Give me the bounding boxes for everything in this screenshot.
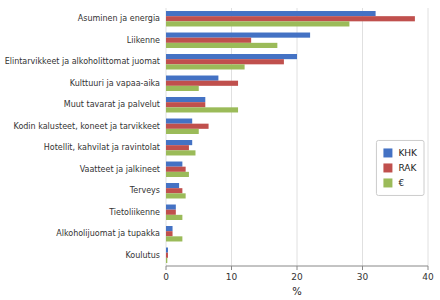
bar (166, 43, 277, 48)
category-label: Elintarvikkeet ja alkoholittomat juomat (5, 57, 160, 66)
tick-mark (428, 266, 429, 270)
category-label: Koulutus (126, 251, 160, 260)
bar (166, 253, 168, 258)
x-axis: 0 10 20 30 40 (163, 266, 434, 282)
bar (166, 76, 218, 81)
chart-container: Asuminen ja energia Liikenne Elintarvikkee… (0, 0, 440, 300)
category-label: Terveys (129, 186, 160, 195)
grid (166, 8, 428, 266)
tick-label: 0 (163, 272, 169, 282)
grid-line (297, 8, 298, 266)
chart: Asuminen ja energia Liikenne Elintarvikkee… (0, 0, 440, 300)
bar (166, 183, 179, 188)
bar (166, 162, 182, 167)
legend-swatch (383, 163, 392, 172)
bar (166, 188, 182, 193)
legend-label: RAK (398, 163, 417, 173)
tick-mark (231, 266, 232, 270)
legend-frame (376, 140, 424, 195)
bar (166, 97, 205, 102)
category-label: Hotellit, kahvilat ja ravintolat (44, 143, 160, 152)
category-label: Liikenne (127, 36, 160, 45)
category-label: Kodin kalusteet, koneet ja tarvikkeet (14, 122, 160, 131)
legend-swatch (383, 178, 392, 187)
bars (166, 11, 415, 263)
legend-swatch (383, 148, 392, 157)
tick-label: 20 (291, 272, 303, 282)
bar (166, 140, 192, 145)
legend-label: € (398, 178, 404, 188)
x-axis-line (166, 266, 428, 267)
bar (166, 21, 349, 26)
bar (166, 54, 297, 59)
y-axis-labels: Asuminen ja energia Liikenne Elintarvikkee… (5, 14, 160, 260)
bar (166, 226, 173, 231)
tick-mark (166, 266, 167, 270)
bar (166, 172, 189, 177)
tick-mark (297, 266, 298, 270)
bar (166, 210, 176, 215)
bar (166, 86, 199, 91)
bar (166, 64, 245, 69)
bar (166, 16, 415, 21)
category-label: Asuminen ja energia (78, 14, 160, 23)
grid-line (362, 8, 363, 266)
bar (166, 124, 209, 129)
bar (166, 119, 192, 124)
tick-label: 40 (422, 272, 434, 282)
category-label: Kulttuuri ja vapaa-aika (70, 79, 160, 88)
tick-label: 30 (357, 272, 369, 282)
bar (166, 193, 186, 198)
bar (166, 145, 189, 150)
tick-label: 10 (226, 272, 238, 282)
bar (166, 205, 176, 210)
category-label: Vaatteet ja jalkineet (80, 165, 160, 174)
bar (166, 236, 182, 241)
x-axis-title: % (292, 286, 302, 297)
legend: KHK RAK € (376, 140, 424, 195)
bar (166, 215, 182, 220)
category-label: Muut tavarat ja palvelut (64, 100, 160, 109)
bar (166, 231, 173, 236)
bar (166, 258, 167, 263)
bar (166, 150, 195, 155)
bar (166, 129, 199, 134)
bar (166, 167, 186, 172)
bar (166, 102, 205, 107)
tick-mark (362, 266, 363, 270)
grid-line (428, 8, 429, 266)
bar (166, 33, 310, 38)
bar (166, 38, 251, 43)
bar (166, 11, 376, 16)
bar (166, 59, 284, 64)
bar (166, 81, 238, 86)
bar (166, 248, 168, 253)
bar (166, 107, 238, 112)
category-label: Alkoholijuomat ja tupakka (56, 229, 160, 238)
category-label: Tietoliikenne (108, 208, 160, 217)
legend-label: KHK (398, 148, 418, 158)
